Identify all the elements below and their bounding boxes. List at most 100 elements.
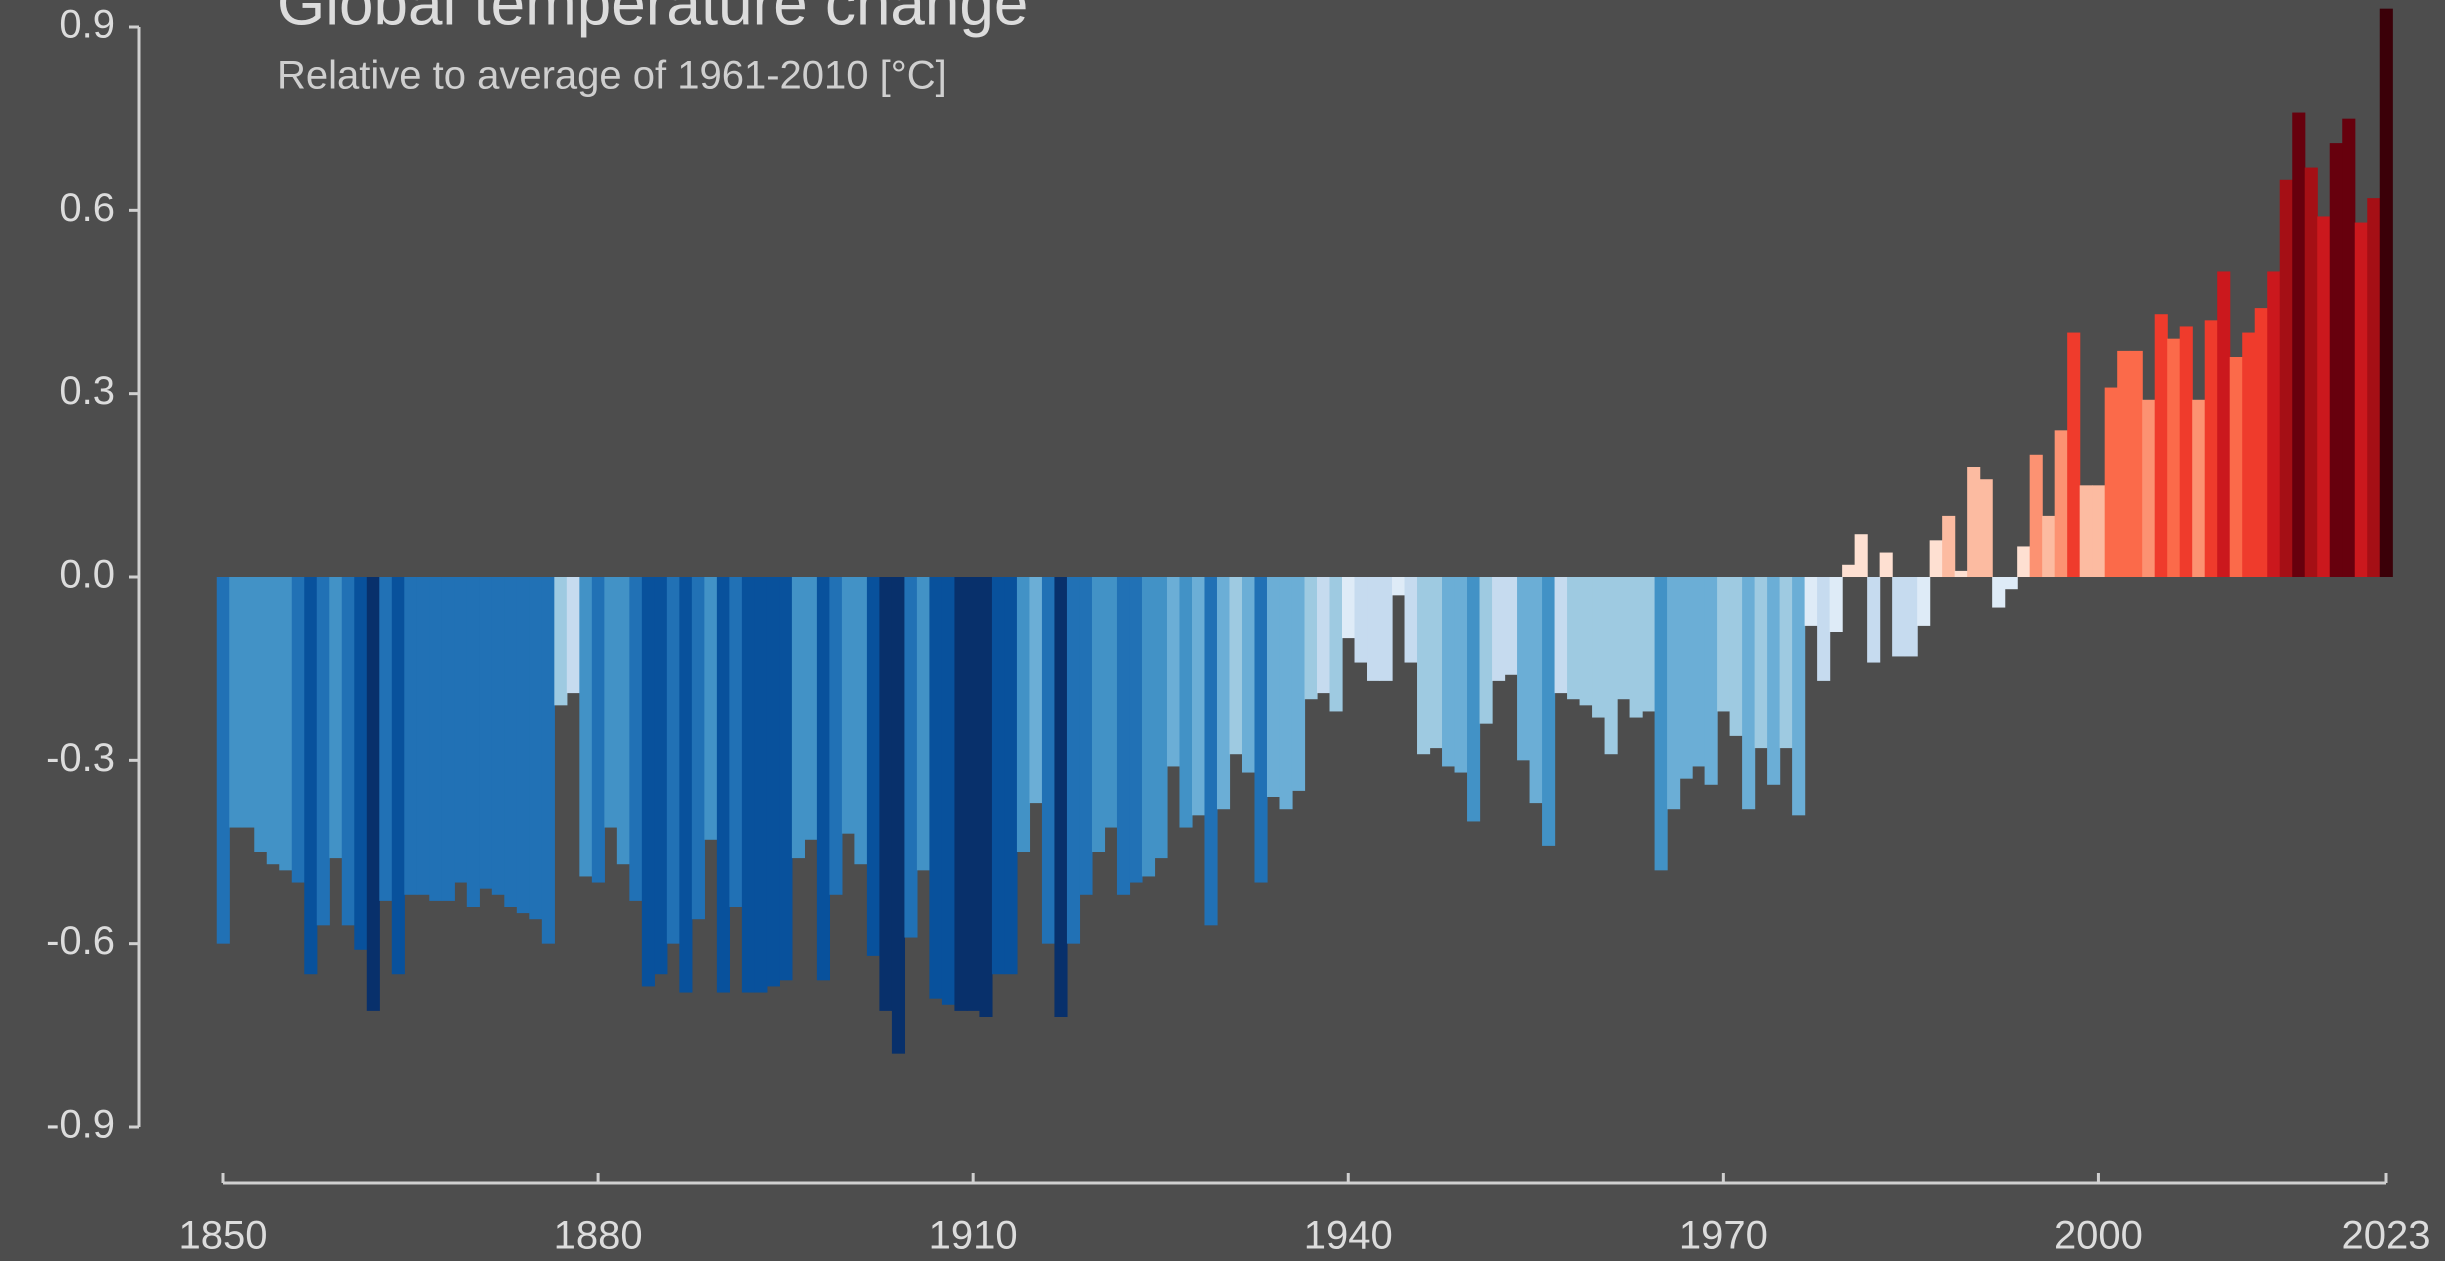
bar: [1579, 577, 1593, 706]
bar: [916, 577, 931, 871]
bar: [266, 577, 280, 865]
bar: [1529, 577, 1543, 804]
bar: [1942, 515, 1956, 577]
bar: [891, 577, 906, 1054]
bar: [1704, 577, 1718, 785]
x-tick-label: 1970: [1679, 1214, 1768, 1258]
bar: [1817, 577, 1831, 681]
bar: [2267, 271, 2281, 577]
bar: [1904, 577, 1918, 657]
bar: [2054, 430, 2068, 577]
bar: [1191, 577, 1206, 816]
bar: [966, 577, 981, 1011]
bar: [1291, 577, 1306, 791]
y-tick-label: -0.3: [46, 736, 115, 780]
bar: [1367, 577, 1381, 681]
bar: [1141, 577, 1156, 877]
bar: [1854, 534, 1868, 577]
chart-title: Global temperature change: [277, 0, 1028, 38]
bar: [354, 577, 368, 950]
x-tick-label: 2023: [2342, 1214, 2431, 1258]
bar: [1992, 577, 2006, 608]
bar: [1429, 577, 1443, 749]
bar: [1091, 577, 1106, 852]
bar: [1842, 564, 1856, 577]
bar: [529, 577, 543, 920]
bar: [1229, 577, 1243, 755]
bar: [504, 577, 518, 907]
bar: [1317, 577, 1331, 694]
bar: [1004, 577, 1018, 975]
bar: [766, 577, 780, 987]
bar: [991, 577, 1006, 975]
bar: [1392, 577, 1406, 596]
bar: [291, 577, 305, 883]
bar: [1342, 577, 1356, 639]
bar: [304, 577, 318, 975]
bar: [1404, 577, 1418, 663]
bar: [1604, 577, 1618, 755]
bar: [1629, 577, 1643, 718]
bar: [866, 577, 881, 956]
bar: [1204, 577, 1218, 926]
bar: [2217, 271, 2231, 577]
bar: [1979, 479, 1993, 577]
bar: [254, 577, 268, 852]
bar: [416, 577, 430, 895]
bar: [1279, 577, 1293, 810]
bar: [1116, 577, 1131, 895]
bar: [879, 577, 893, 1011]
bar: [1667, 577, 1681, 810]
y-tick-label: 0.0: [59, 553, 115, 597]
bar: [691, 577, 705, 920]
bar: [2179, 326, 2193, 577]
bar: [1442, 577, 1456, 767]
bar: [1729, 577, 1743, 736]
bar: [1041, 577, 1056, 944]
bar: [1567, 577, 1581, 700]
bar: [604, 577, 618, 828]
bar: [1304, 577, 1318, 700]
bar: [1241, 577, 1256, 773]
bar: [316, 577, 330, 926]
bar: [1592, 577, 1606, 718]
bar: [1742, 577, 1756, 810]
bar: [1792, 577, 1806, 816]
bar: [1379, 577, 1393, 681]
bar: [716, 577, 730, 993]
bar: [466, 577, 480, 907]
bar: [779, 577, 793, 981]
bar: [429, 577, 443, 901]
bar: [2029, 454, 2043, 577]
bar: [441, 577, 455, 901]
bar: [1066, 577, 1081, 944]
bar: [2342, 118, 2356, 578]
bar: [2379, 8, 2393, 577]
bar: [1954, 570, 1968, 577]
bar: [629, 577, 643, 901]
bar: [1179, 577, 1193, 828]
bar: [2254, 308, 2268, 577]
bar: [954, 577, 968, 1011]
bar: [2279, 179, 2293, 577]
bar: [2317, 216, 2331, 577]
bar: [2192, 399, 2206, 577]
bar: [2092, 485, 2106, 577]
bar: [829, 577, 843, 895]
bar: [2354, 222, 2368, 578]
bar: [2367, 198, 2381, 577]
bar: [616, 577, 630, 865]
bar: [1492, 577, 1506, 681]
bar: [2229, 357, 2243, 577]
bar: [1054, 577, 1068, 1017]
chart-subtitle: Relative to average of 1961-2010 [°C]: [277, 54, 947, 98]
bar: [1354, 577, 1368, 663]
bar: [1517, 577, 1531, 761]
bar: [941, 577, 956, 1005]
bar: [904, 577, 918, 938]
bar: [1417, 577, 1431, 755]
bar: [2242, 332, 2256, 577]
bar: [1216, 577, 1231, 810]
y-tick-label: 0.9: [59, 3, 115, 47]
bar: [1804, 577, 1818, 626]
